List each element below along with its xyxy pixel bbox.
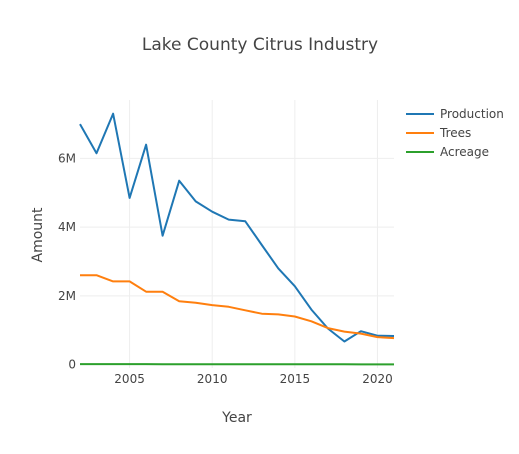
chart-title: Lake County Citrus Industry xyxy=(142,35,378,55)
x-tick-label: 2015 xyxy=(280,372,311,386)
y-tick-label: 0 xyxy=(68,358,76,372)
series-lines xyxy=(80,114,394,365)
grid-lines xyxy=(80,100,394,368)
y-tick-label: 2M xyxy=(58,289,76,303)
x-axis-title: Year xyxy=(221,410,252,426)
y-tick-label: 6M xyxy=(58,151,76,165)
x-axis-ticks: 2005 2010 2015 2020 xyxy=(114,372,392,386)
legend: Production Trees Acreage xyxy=(406,107,504,159)
legend-label-trees: Trees xyxy=(439,126,471,140)
x-tick-label: 2020 xyxy=(362,372,393,386)
series-line-trees xyxy=(80,275,394,338)
y-axis-title: Amount xyxy=(30,207,46,263)
x-tick-label: 2010 xyxy=(197,372,228,386)
legend-label-acreage: Acreage xyxy=(440,145,489,159)
x-tick-label: 2005 xyxy=(114,372,145,386)
y-tick-label: 4M xyxy=(58,220,76,234)
y-axis-ticks: 0 2M 4M 6M xyxy=(58,151,76,371)
legend-label-production: Production xyxy=(440,107,504,121)
